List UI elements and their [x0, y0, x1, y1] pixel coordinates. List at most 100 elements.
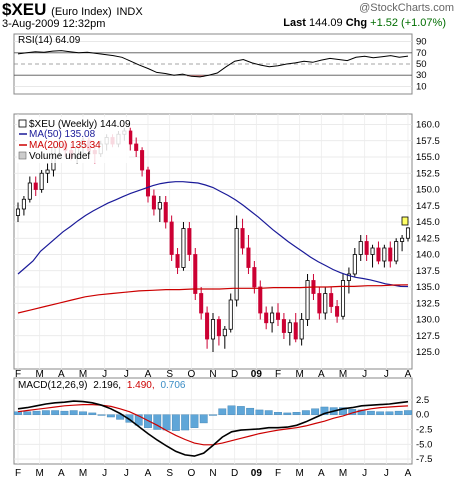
month-label: S [166, 369, 173, 380]
macd-tick-label: -5.0 [416, 439, 432, 450]
month-label: A [318, 468, 325, 479]
candle-body [222, 328, 227, 337]
macd-ticks: 2.5 0.0 -2.5 -5.0 -7.5 [416, 395, 432, 465]
month-label: S [166, 468, 173, 479]
candle-body [376, 247, 381, 262]
price-tick-label: 125.0 [416, 347, 440, 358]
candle-body [340, 280, 346, 317]
macd-hist-bar [366, 410, 375, 415]
candle-body [394, 241, 399, 262]
month-label: J [124, 369, 129, 380]
month-label: M [35, 468, 43, 479]
macd-hist-bar [69, 410, 78, 415]
candle-body [216, 319, 221, 337]
month-label: M [339, 369, 347, 380]
candle-body [264, 312, 269, 324]
ma50-path [17, 181, 409, 288]
ma200-path [17, 284, 409, 314]
candle-body [270, 312, 275, 324]
month-label: J [362, 369, 367, 380]
price-tick-label: 152.5 [416, 168, 440, 179]
macd-hist-bar [134, 414, 143, 426]
month-label: M [295, 468, 303, 479]
signal-value: 1.490, [127, 380, 155, 391]
month-label: 09 [251, 468, 263, 479]
month-label: J [102, 468, 107, 479]
price-tick-label: 137.5 [416, 266, 440, 277]
price-tick-label: 132.5 [416, 298, 440, 309]
macd-tick-label: -2.5 [416, 424, 432, 435]
macd-hist-bar [246, 407, 255, 415]
month-label: F [15, 468, 21, 479]
macd-hist-bar [23, 411, 32, 415]
month-label: M [295, 369, 303, 380]
rsi-label: RSI(14) 64.09 [18, 35, 81, 46]
candle-body [240, 228, 245, 249]
month-label: M [35, 369, 43, 380]
last-price-marker [401, 216, 409, 226]
macd-label: MACD(12,26,9) 2.196, 1.490, 0.706 [18, 380, 186, 391]
candle-body [169, 221, 174, 255]
macd-hist-bar [376, 411, 385, 415]
month-label: N [209, 468, 216, 479]
price-title: $XEU (Weekly) 144.09 [29, 119, 131, 130]
macd-hist-bar [190, 414, 199, 428]
macd-hist-bar [79, 411, 87, 415]
macd-tick-label: -7.5 [416, 454, 432, 465]
macd-hist-bar [339, 407, 347, 415]
candle-body [187, 228, 192, 255]
month-label: 09 [251, 369, 263, 380]
candle-body [258, 286, 263, 314]
month-label: A [405, 369, 412, 380]
exchange: INDX [116, 6, 143, 18]
chart-header: $XEU (Euro Index) INDX @StockCharts.com … [0, 0, 460, 36]
rsi-tick-label: 10 [416, 81, 427, 92]
price-tick-label: 160.0 [416, 120, 440, 131]
candle-body [163, 202, 168, 223]
macd-hist-bar [14, 411, 22, 415]
rsi-path [17, 50, 409, 78]
month-label: D [231, 369, 238, 380]
candle-body [228, 299, 233, 330]
macd-hist-bar [116, 414, 125, 420]
month-label: M [79, 468, 87, 479]
candle-body [39, 172, 44, 190]
price-tick-label: 157.5 [416, 136, 440, 147]
timestamp: 3-Aug-2009 12:32pm [2, 18, 106, 30]
candle-body [175, 254, 180, 268]
month-label: J [384, 369, 389, 380]
price-tick-label: 155.0 [416, 152, 440, 163]
candle-body [157, 202, 162, 210]
candle-body [352, 254, 357, 275]
price-ticks: 160.0 157.5 155.0 152.5 150.0 147.5 145.0 142.5… [416, 120, 440, 359]
candle-body [128, 130, 133, 145]
candle-body [151, 195, 156, 210]
month-label: A [58, 369, 65, 380]
candle-body [33, 182, 38, 190]
ma50-label: MA(50) 135.08 [29, 129, 96, 140]
price-tick-label: 127.5 [416, 331, 440, 342]
macd-hist-bar [311, 408, 320, 415]
ma200-line [17, 284, 409, 314]
price-tick-label: 145.0 [416, 217, 440, 228]
macd-hist-bar [171, 414, 180, 431]
month-label: J [124, 468, 129, 479]
macd-hist-bar [264, 410, 273, 415]
month-label: A [145, 468, 152, 479]
candle-body [252, 267, 257, 288]
macd-hist-bar [60, 410, 69, 415]
candle-body [305, 280, 310, 320]
macd-hist-bar [236, 406, 245, 415]
candle-body [140, 150, 145, 171]
macd-label-prefix: MACD(12,26,9) [18, 380, 87, 391]
macd-hist-bar [88, 412, 97, 415]
candle-body [358, 241, 363, 255]
candle-body [181, 228, 186, 268]
candle-body [199, 293, 204, 314]
brand-label: @StockCharts.com [359, 2, 454, 14]
macd-hist-bar [320, 406, 329, 415]
month-label: A [58, 468, 65, 479]
macd-tick-label: 0.0 [416, 410, 429, 421]
